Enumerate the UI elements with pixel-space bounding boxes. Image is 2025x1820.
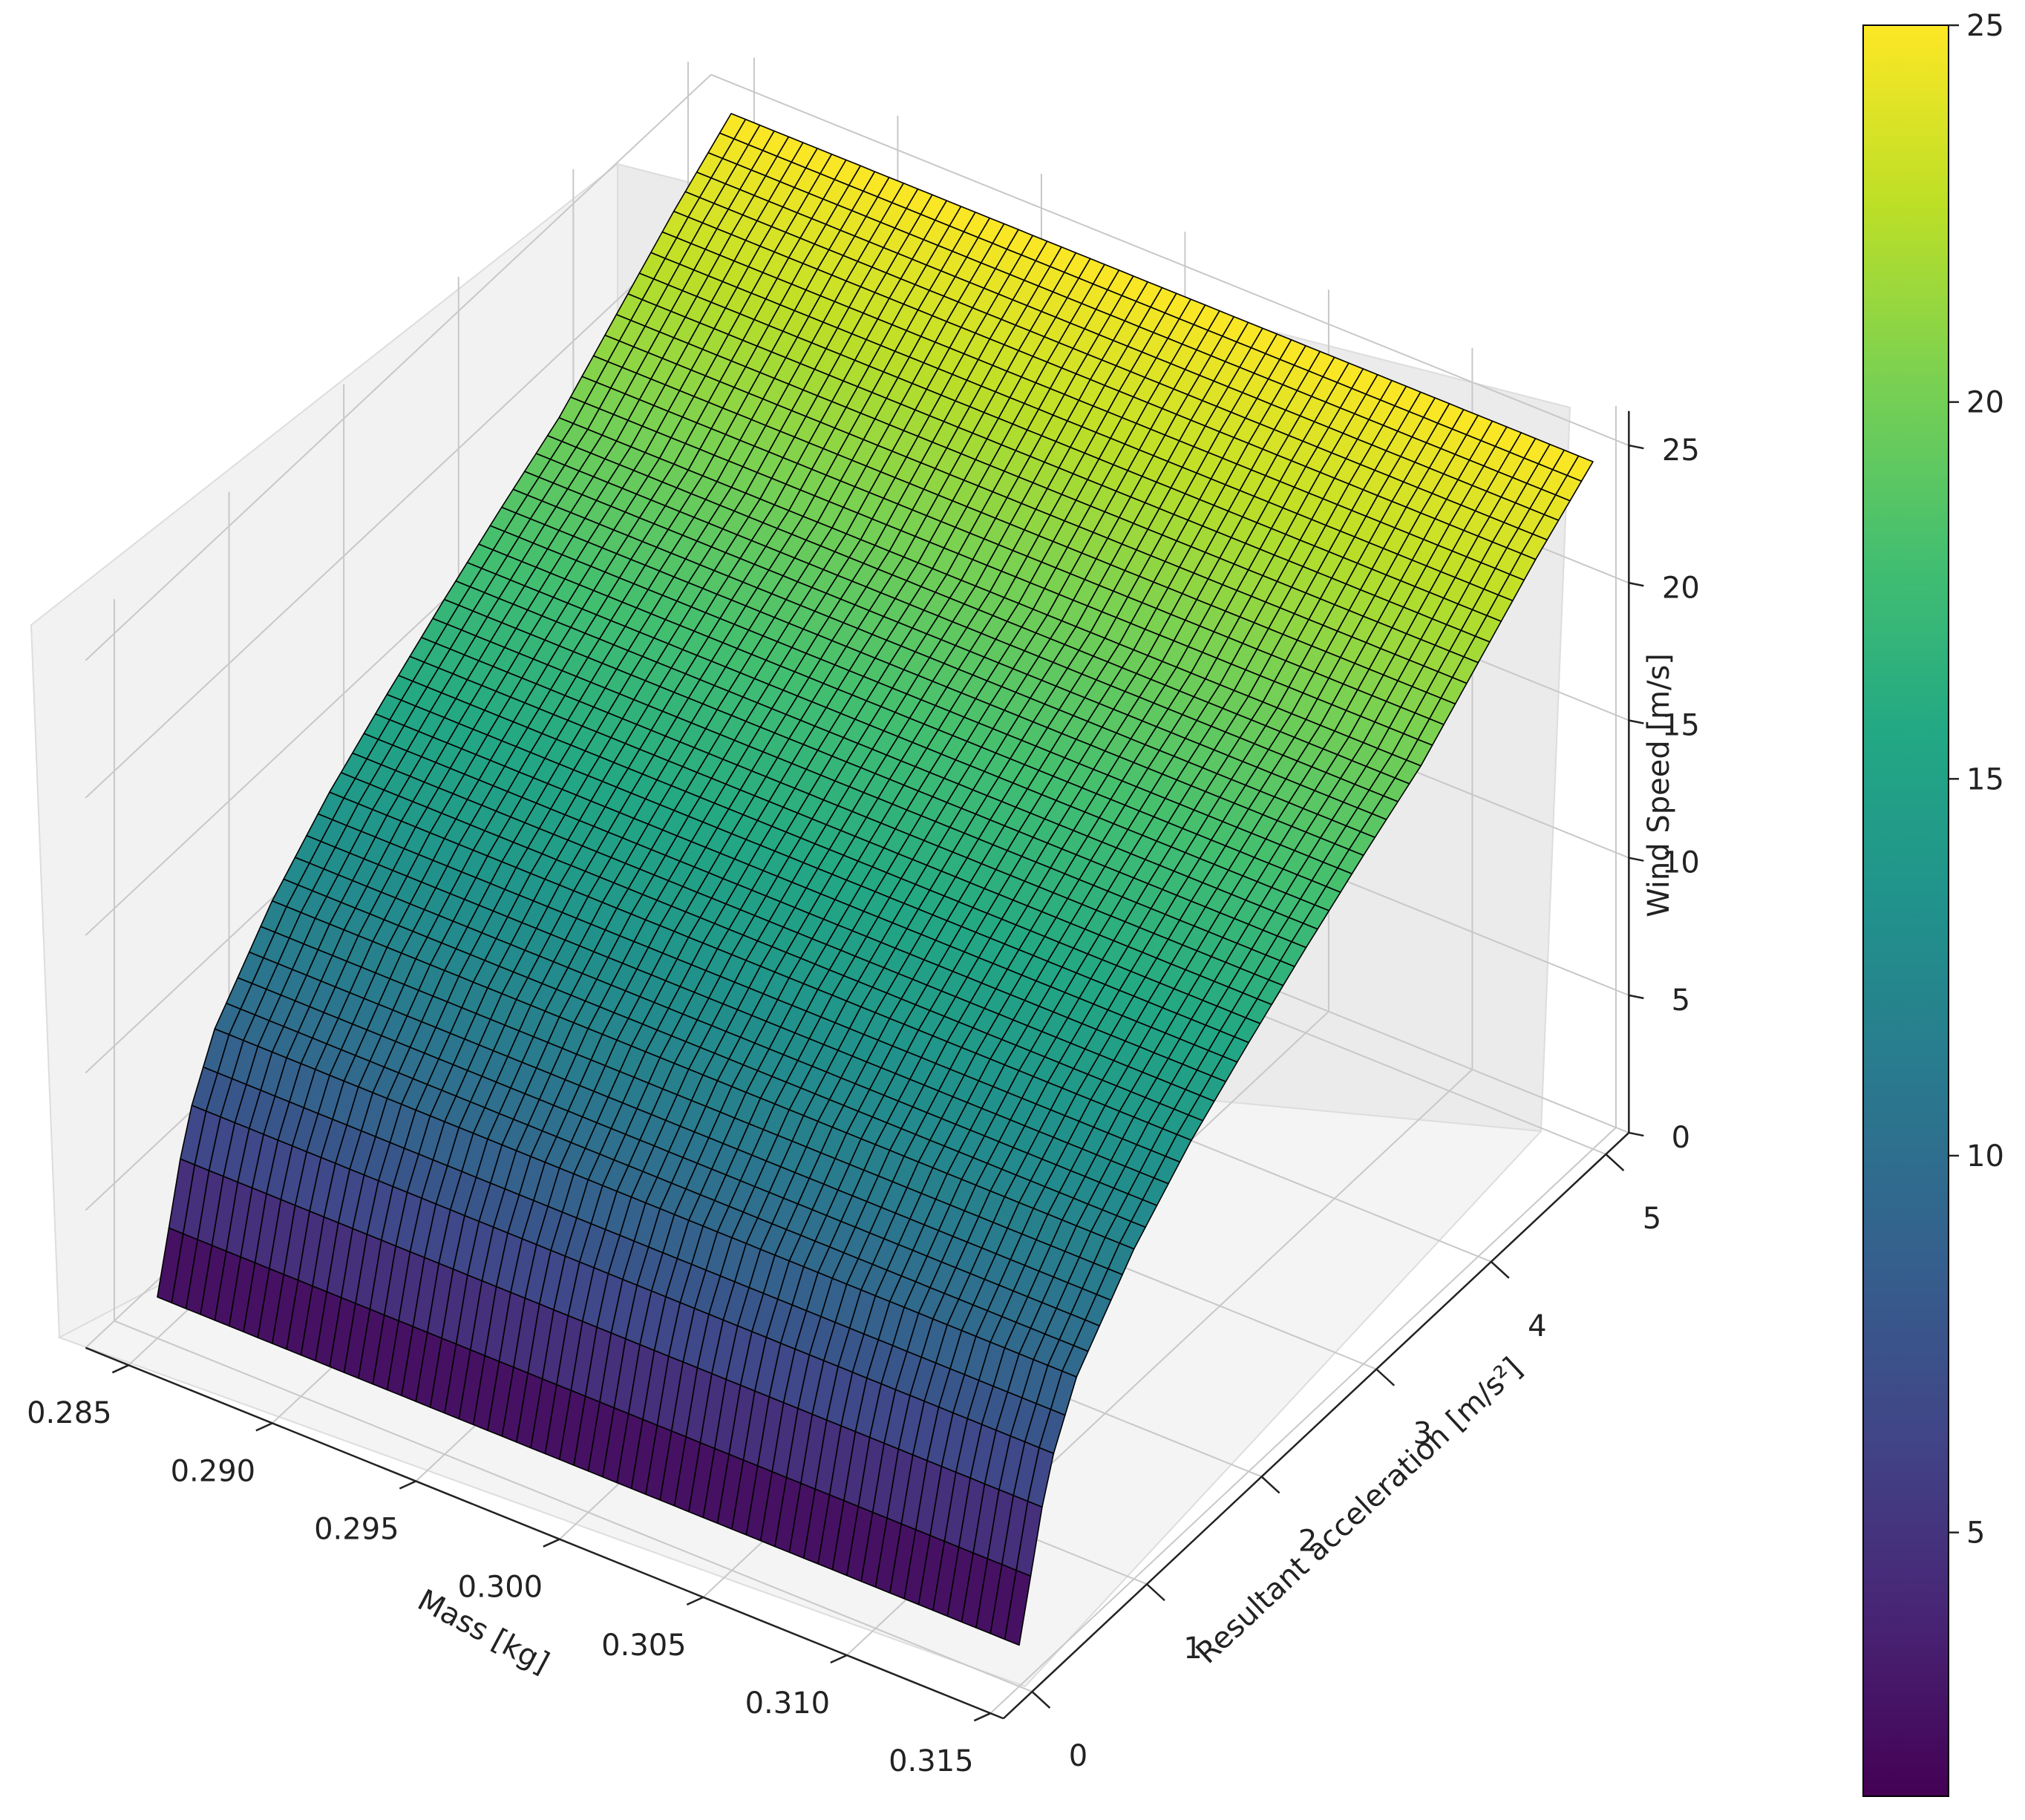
colorbar-tick-label: 10: [1966, 1139, 2004, 1173]
x-tick-mark: [111, 1364, 129, 1374]
y-tick-label: 2: [1298, 1524, 1317, 1558]
x-tick-label: 0.295: [314, 1513, 399, 1547]
z-tick-label: 10: [1662, 846, 1700, 880]
grid-line-z-back: [710, 73, 1629, 447]
colorbar-tick-label: 20: [1966, 386, 2004, 420]
y-tick-label: 4: [1528, 1309, 1546, 1343]
colorbar-tick-label: 25: [1966, 9, 2004, 43]
colorbar-tick-label: 15: [1966, 762, 2004, 796]
surface-cell: [1004, 1569, 1032, 1646]
grid-line-z-left: [85, 212, 712, 799]
x-tick-mark: [830, 1654, 848, 1664]
x-tick-label: 0.285: [27, 1396, 112, 1430]
z-tick-label: 0: [1672, 1121, 1690, 1155]
x-tick-label: 0.315: [889, 1744, 974, 1778]
y-tick-label: 3: [1413, 1417, 1431, 1451]
grid-line-y-floor: [114, 1320, 1033, 1692]
z-tick-mark: [1629, 1131, 1644, 1137]
grid-line-x-floor: [989, 1127, 1617, 1714]
x-tick-label: 0.310: [745, 1686, 831, 1721]
x-tick-label: 0.305: [601, 1628, 687, 1663]
x-tick-mark: [543, 1538, 560, 1548]
y-tick-mark: [1031, 1691, 1051, 1709]
colorbar-tick-label: 5: [1966, 1516, 1985, 1551]
y-tick-label: 1: [1183, 1631, 1202, 1666]
x-tick-label: 0.300: [458, 1571, 543, 1605]
y-tick-label: 0: [1069, 1739, 1087, 1773]
z-tick-mark: [1629, 582, 1644, 587]
colorbar-ticks: 5 10 15 20 25: [1949, 9, 2004, 1551]
y-tick-mark: [1146, 1583, 1165, 1602]
y-axis-line: [1002, 1132, 1630, 1720]
z-tick-mark: [1629, 994, 1644, 1000]
y-tick-mark: [1260, 1476, 1280, 1494]
z-tick-mark: [1629, 719, 1644, 724]
y-tick-mark: [1375, 1368, 1396, 1387]
x-tick-mark: [255, 1422, 273, 1432]
z-tick-mark: [1629, 444, 1644, 450]
surface: [157, 113, 1594, 1646]
colorbar-gradient: [1862, 24, 1949, 1797]
tick-labels: 0.285 0.290 0.295 0.300 0.305 0.310 0.315 0 1 2 3 4…: [27, 433, 1700, 1778]
z-tick-label: 25: [1662, 433, 1700, 468]
z-axis-label: Wind Speed [m/s]: [1642, 653, 1676, 917]
z-tick-label: 20: [1662, 571, 1700, 605]
x-axis-line: [85, 1346, 1004, 1720]
grid-line-z-left: [85, 73, 712, 661]
colorbar: 5 10 15 20 25: [1862, 9, 2004, 1797]
axis-lines: [85, 410, 1630, 1720]
z-tick-label: 5: [1672, 983, 1690, 1018]
x-tick-mark: [399, 1480, 416, 1490]
y-tick-mark: [1605, 1153, 1625, 1171]
y-tick-mark: [1490, 1260, 1510, 1279]
x-tick-mark: [973, 1712, 991, 1722]
y-tick-label: 5: [1643, 1202, 1661, 1236]
z-tick-label: 15: [1662, 708, 1700, 742]
x-tick-mark: [686, 1596, 704, 1606]
x-tick-label: 0.290: [171, 1454, 256, 1488]
z-tick-mark: [1629, 857, 1644, 862]
